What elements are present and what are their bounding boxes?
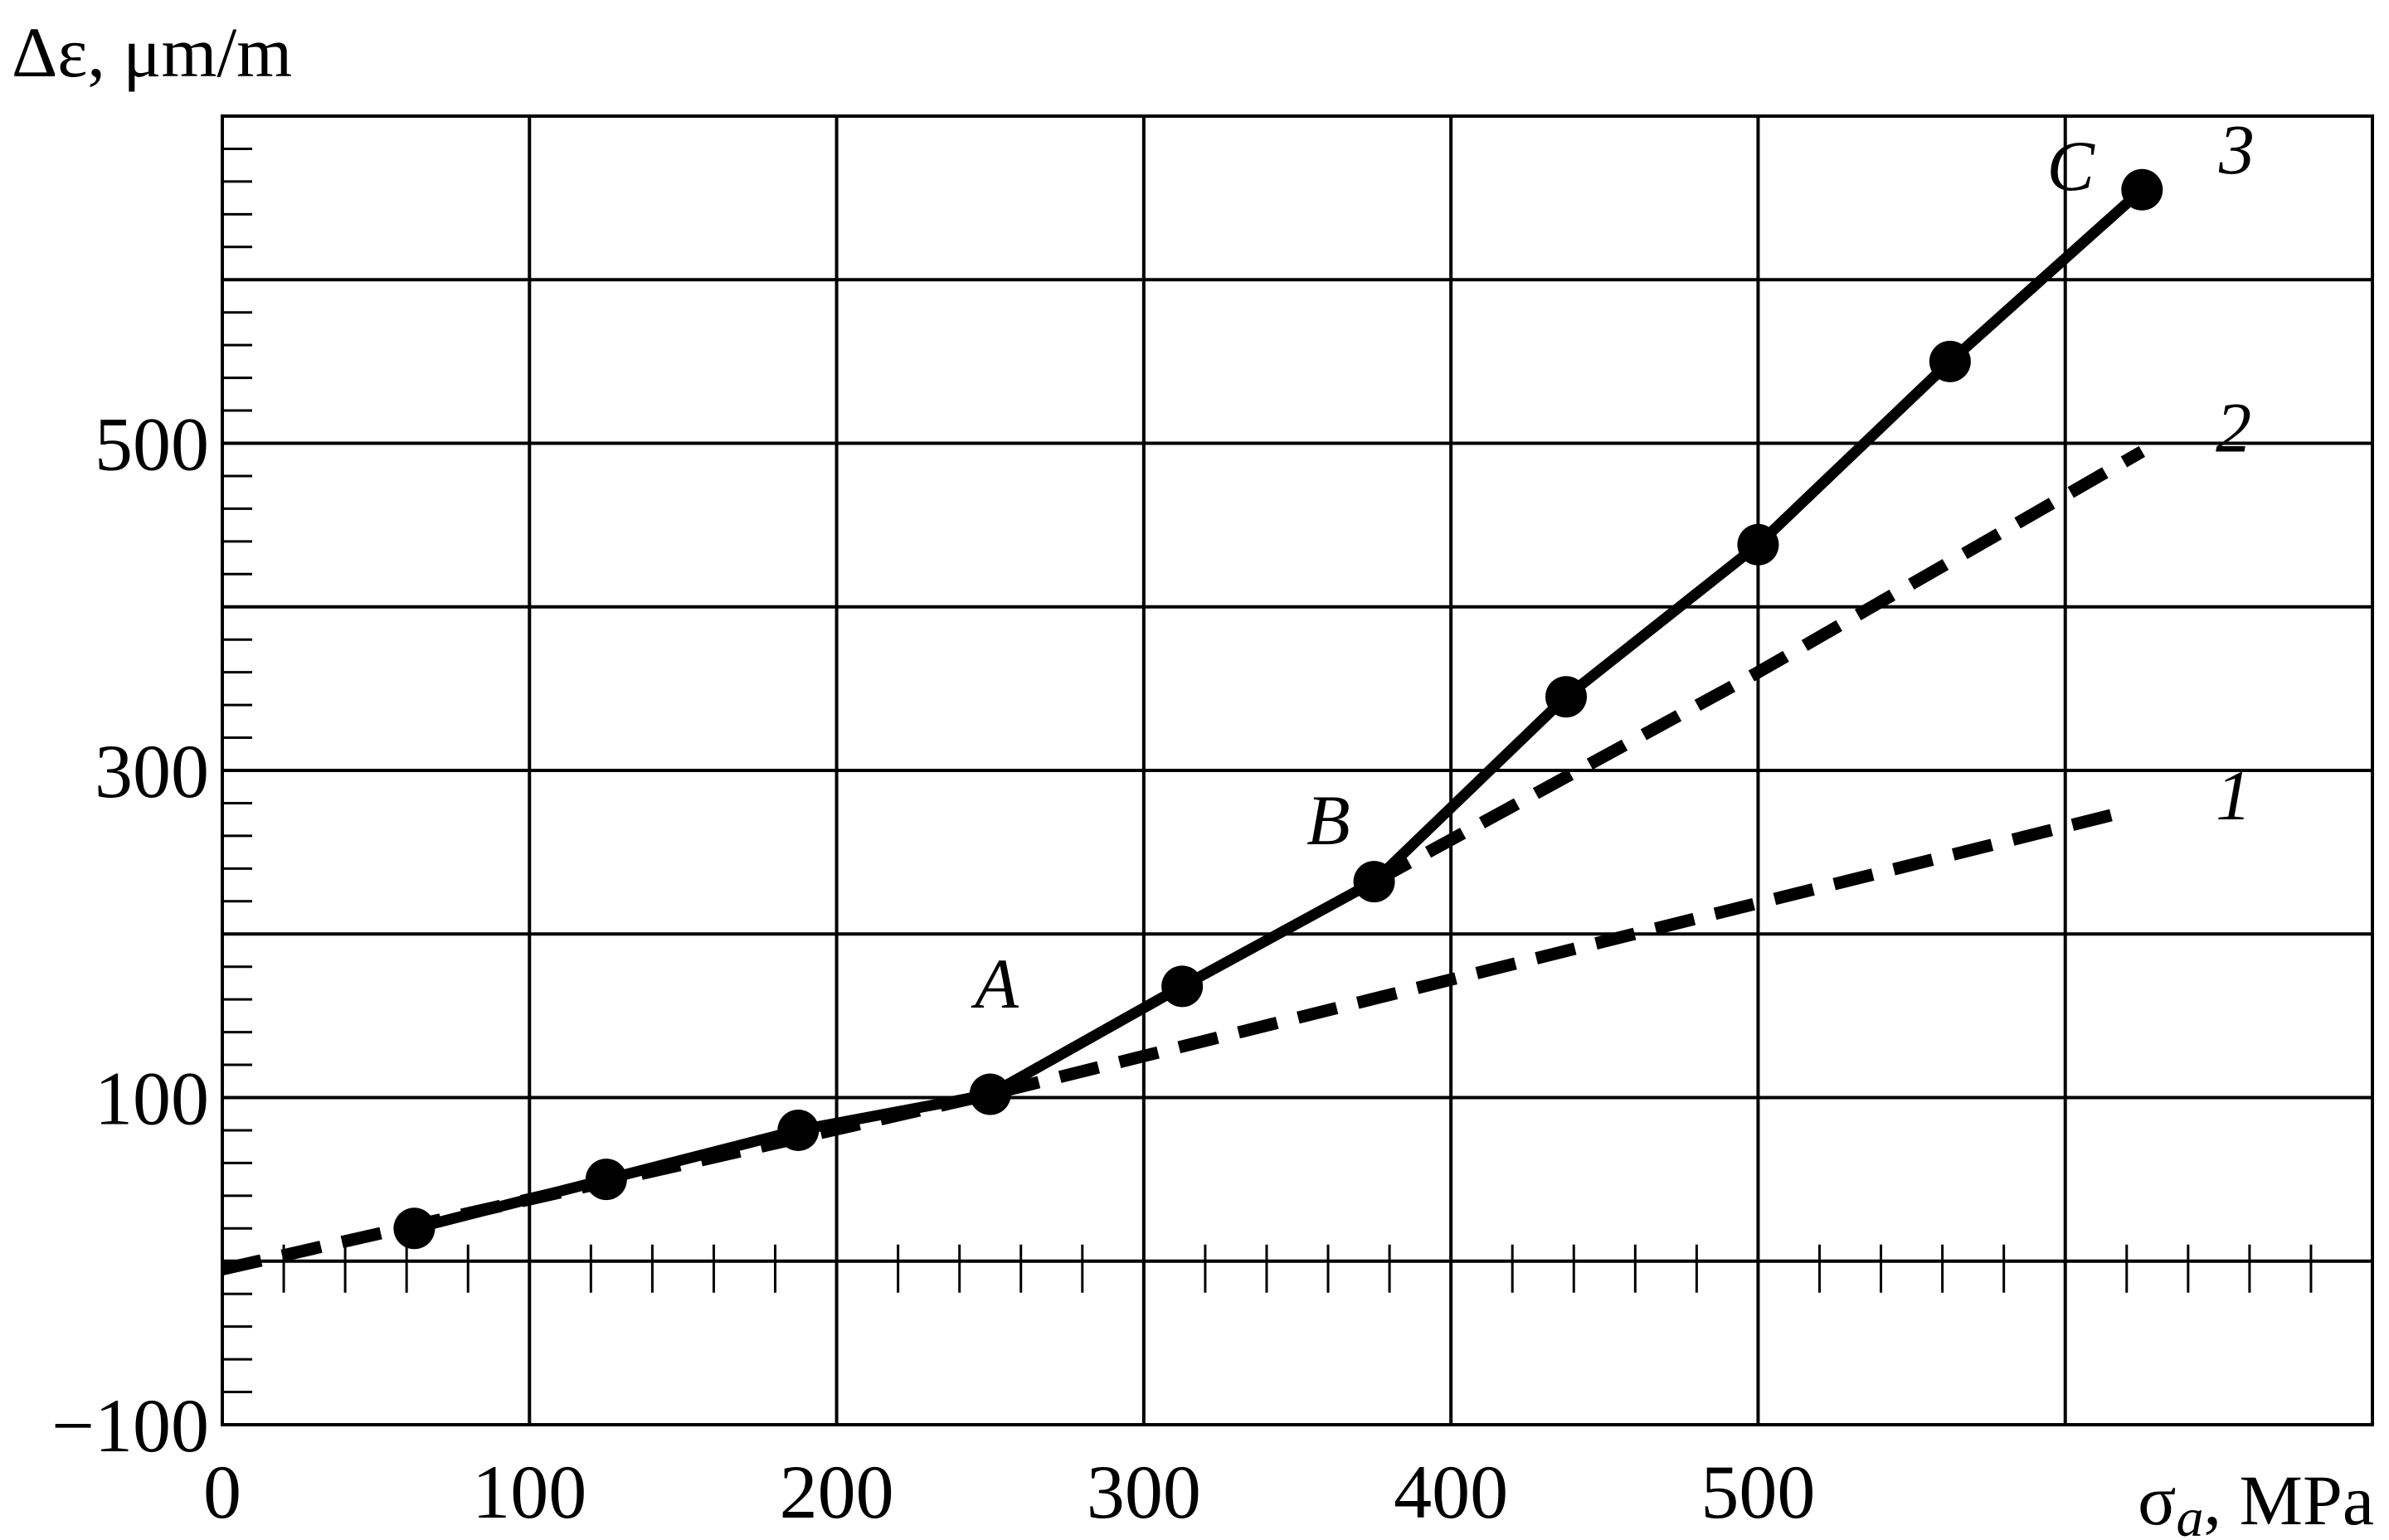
y-tick-label: 100 bbox=[95, 1057, 209, 1141]
x-tick-label: 200 bbox=[780, 1450, 894, 1534]
series-3-point bbox=[393, 1207, 435, 1250]
series-3-point bbox=[1929, 340, 1971, 382]
x-tick-label: 0 bbox=[203, 1450, 241, 1534]
plot-frame bbox=[221, 114, 2374, 1426]
markers bbox=[393, 168, 2163, 1250]
series bbox=[221, 185, 2146, 1275]
series-3-point bbox=[1737, 523, 1779, 566]
curve-label: 3 bbox=[2218, 109, 2255, 189]
x-tick-label: 300 bbox=[1087, 1450, 1201, 1534]
tick-labels: 0 100 200 300 400 500 −100 100 300 500 bbox=[51, 402, 1815, 1535]
y-tick-label: 500 bbox=[95, 402, 209, 487]
x-tick-label: 400 bbox=[1394, 1450, 1508, 1534]
x-tick-label: 100 bbox=[472, 1450, 586, 1534]
point-annotation: B bbox=[1306, 780, 1350, 860]
y-axis-title: Δε, μm/m bbox=[12, 12, 292, 92]
point-annotation: C bbox=[2046, 126, 2095, 206]
grid bbox=[222, 116, 2372, 1425]
annotations: A B C 3 2 1 bbox=[971, 109, 2255, 1023]
series-3-point bbox=[1545, 676, 1587, 718]
curve-label: 1 bbox=[2216, 755, 2251, 835]
x-axis-title: σa, MPa bbox=[2138, 1460, 2374, 1540]
series-3-point bbox=[1161, 965, 1204, 1008]
x-axis-title-subscript: a bbox=[2177, 1488, 2204, 1540]
minor-ticks bbox=[222, 147, 2313, 1394]
point-annotation: A bbox=[971, 944, 1019, 1023]
y-tick-label: −100 bbox=[51, 1383, 209, 1468]
series-3-point bbox=[1353, 861, 1395, 903]
series-3-point bbox=[2121, 168, 2163, 211]
series-1-line bbox=[221, 805, 2129, 1275]
series-3-point bbox=[969, 1073, 1011, 1115]
series-3-point bbox=[777, 1109, 820, 1151]
x-axis-title-symbol: σ bbox=[2138, 1460, 2176, 1540]
series-2-line bbox=[1370, 445, 2146, 887]
y-tick-label: 300 bbox=[95, 729, 209, 814]
series-3-line bbox=[412, 185, 2146, 1234]
x-axis-title-unit: , MPa bbox=[2204, 1460, 2374, 1540]
curve-label: 2 bbox=[2216, 387, 2251, 467]
x-tick-label: 500 bbox=[1701, 1450, 1815, 1534]
series-3-point bbox=[585, 1159, 627, 1201]
